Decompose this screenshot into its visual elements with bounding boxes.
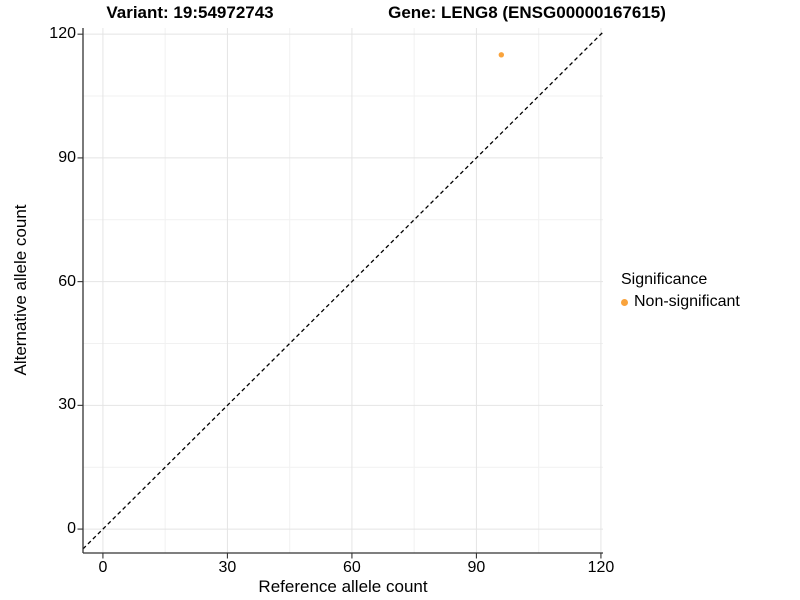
y-tick-label: 90 [58,148,76,166]
legend-entry-label: Non-significant [634,293,740,310]
legend-title: Significance [621,271,708,288]
x-tick-label: 60 [343,559,361,576]
y-tick-label: 0 [67,520,76,538]
y-tick-label: 30 [58,396,76,414]
axis-tick-marks [77,33,602,559]
scatter-point [498,52,505,58]
identity-line [82,31,604,550]
x-tick-label: 30 [218,559,237,576]
y-tick-label: 120 [49,25,76,43]
y-tick-label: 60 [58,272,76,290]
legend-key-dot-icon [621,298,628,306]
x-tick-label: 90 [467,559,486,576]
x-tick-label: 0 [98,559,108,576]
x-axis-title: Reference allele count [258,577,428,596]
plot-title-variant: Variant: 19:54972743 [106,3,274,22]
axis-lines [82,28,603,554]
data-points [498,52,505,58]
y-axis-title: Alternative allele count [11,204,30,376]
legend-entry: Non-significant [621,293,740,311]
plot-title-gene: Gene: LENG8 (ENSG00000167615) [388,3,666,22]
minor-gridlines [83,28,603,553]
x-tick-label: 120 [587,559,615,576]
major-gridlines [83,28,603,553]
identity-dashed-line [82,31,604,550]
legend: Significance Non-significant [621,271,740,311]
